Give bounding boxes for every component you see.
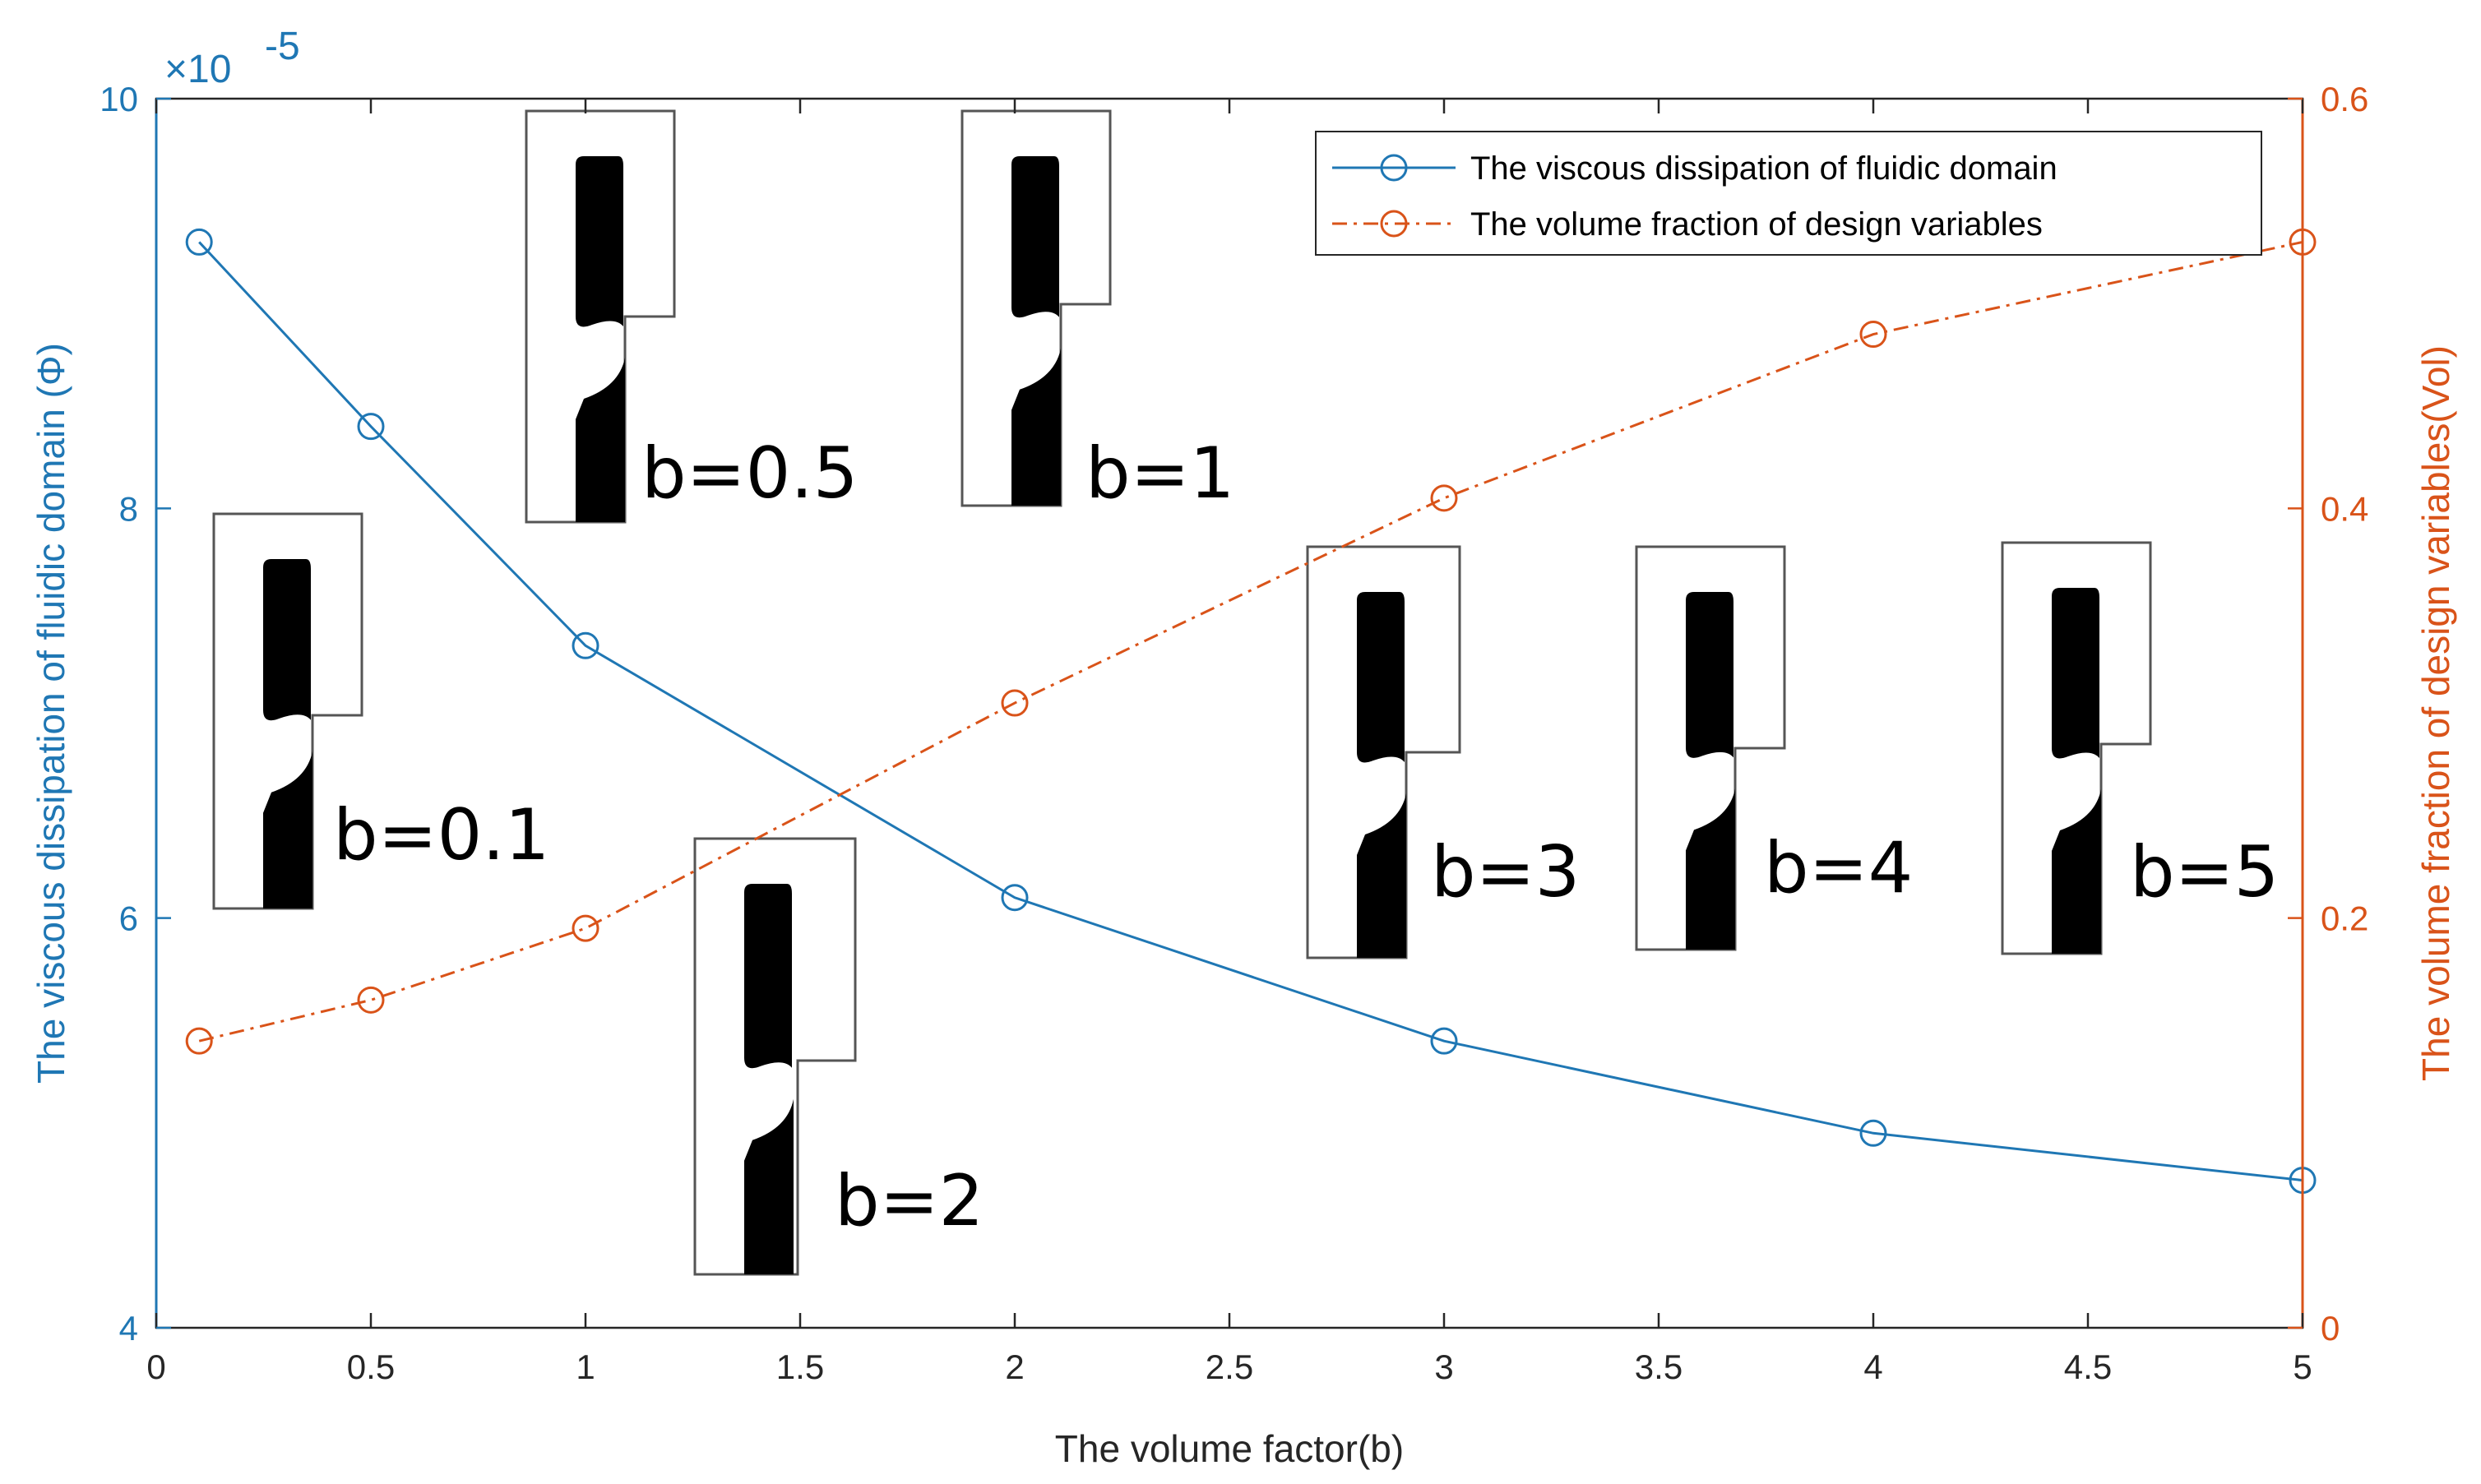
left-tick-label: 6: [119, 899, 138, 938]
inset-channel-upper: [2052, 588, 2099, 759]
inset-design-7: [2001, 541, 2152, 955]
exponent-base: ×10: [164, 48, 231, 91]
legend-entry-1: The viscous dissipation of fluidic domai…: [1332, 150, 2057, 187]
data-point: [357, 986, 385, 1014]
inset-channel-lower: [744, 1098, 794, 1274]
inset-channel-upper: [1686, 592, 1733, 758]
legend-box: [1315, 131, 2262, 256]
right-tick-label: 0: [2321, 1309, 2340, 1348]
inset-channel-lower: [1357, 793, 1406, 958]
legend-marker: [1380, 154, 1408, 182]
inset-design-6: [1635, 545, 1786, 951]
design-insets: b=0.1 b=0.5 b=1 b=2 b=3 b=4 b=5: [212, 109, 2279, 1276]
right-tick-label: 0.4: [2321, 489, 2368, 528]
legend-label: The volume fraction of design variables: [1470, 206, 2043, 243]
inset-channel-upper: [1357, 592, 1405, 763]
legend-marker: [1380, 210, 1408, 238]
data-point: [1859, 1119, 1887, 1147]
data-point: [1430, 484, 1458, 512]
right-axis-label: The volume fraction of design variables(…: [2414, 345, 2457, 1081]
series-layer: [185, 228, 2317, 1195]
legend-label: The viscous dissipation of fluidic domai…: [1470, 150, 2057, 187]
inset-channel-lower: [1686, 788, 1735, 950]
x-tick-label: 3: [1434, 1348, 1453, 1386]
exponent-power: -5: [265, 25, 300, 68]
inset-channel-lower: [263, 751, 312, 908]
inset-channel-upper: [576, 156, 623, 327]
inset-channel-lower: [576, 358, 625, 522]
axes: 0 0.5 1 1.5 2 2.5 3 3.5 4 4.5 5 4 6 8 10 0 0.2 0.4 0.6 ×10-…: [30, 25, 2457, 1470]
inset-label-5: b=3: [1431, 831, 1580, 913]
right-tick-label: 0.6: [2321, 80, 2368, 118]
data-point: [357, 413, 385, 441]
inset-label-6: b=4: [1764, 827, 1913, 909]
data-point: [185, 1027, 213, 1055]
inset-channel-upper: [263, 559, 311, 721]
inset-label-3: b=1: [1085, 432, 1234, 515]
data-point: [1001, 884, 1029, 912]
x-tick-label: 1: [576, 1348, 595, 1386]
x-tick-label: 0: [146, 1348, 165, 1386]
data-point: [572, 914, 599, 942]
x-tick-label: 5: [2293, 1348, 2312, 1386]
x-tick-label: 0.5: [347, 1348, 395, 1386]
series-line: [198, 240, 2303, 1042]
plot-frame: [155, 97, 2304, 1329]
left-axis-label: The viscous dissipation of fluidic domai…: [30, 343, 72, 1084]
left-tick-label: 4: [119, 1309, 138, 1348]
inset-design-1: [212, 512, 363, 910]
left-tick-label: 10: [100, 80, 138, 118]
left-tick-label: 8: [119, 489, 138, 528]
legend-entry-2: The volume fraction of design variables: [1332, 206, 2043, 243]
inset-channel-lower: [1011, 348, 1061, 506]
inset-design-2: [525, 109, 676, 524]
legend: The viscous dissipation of fluidic domai…: [1315, 131, 2262, 256]
inset-label-4: b=2: [835, 1160, 984, 1242]
x-tick-label: 4.5: [2064, 1348, 2112, 1386]
right-tick-label: 0.2: [2321, 899, 2368, 938]
inset-channel-upper: [744, 884, 792, 1069]
data-point: [185, 228, 213, 256]
series-line: [198, 241, 2303, 1182]
inset-label-1: b=0.1: [333, 794, 549, 876]
x-tick-label: 3.5: [1635, 1348, 1683, 1386]
x-tick-label: 1.5: [776, 1348, 824, 1386]
data-point: [572, 631, 599, 659]
series-1: [185, 228, 2317, 1195]
x-tick-label: 2: [1005, 1348, 1024, 1386]
inset-label-7: b=5: [2130, 831, 2279, 913]
inset-channel-lower: [2052, 789, 2101, 954]
x-tick-label: 4: [1863, 1348, 1882, 1386]
data-point: [1859, 321, 1887, 349]
inset-label-2: b=0.5: [641, 432, 858, 515]
inset-design-4: [693, 837, 857, 1276]
inset-design-5: [1306, 545, 1461, 959]
series-2: [185, 228, 2317, 1055]
data-point: [1001, 689, 1029, 717]
data-point: [1430, 1027, 1458, 1055]
inset-channel-upper: [1011, 156, 1059, 318]
left-axis-exponent: ×10 -5: [164, 25, 300, 91]
inset-design-3: [960, 109, 1112, 507]
x-tick-label: 2.5: [1206, 1348, 1253, 1386]
x-axis-label: The volume factor(b): [1055, 1427, 1404, 1470]
